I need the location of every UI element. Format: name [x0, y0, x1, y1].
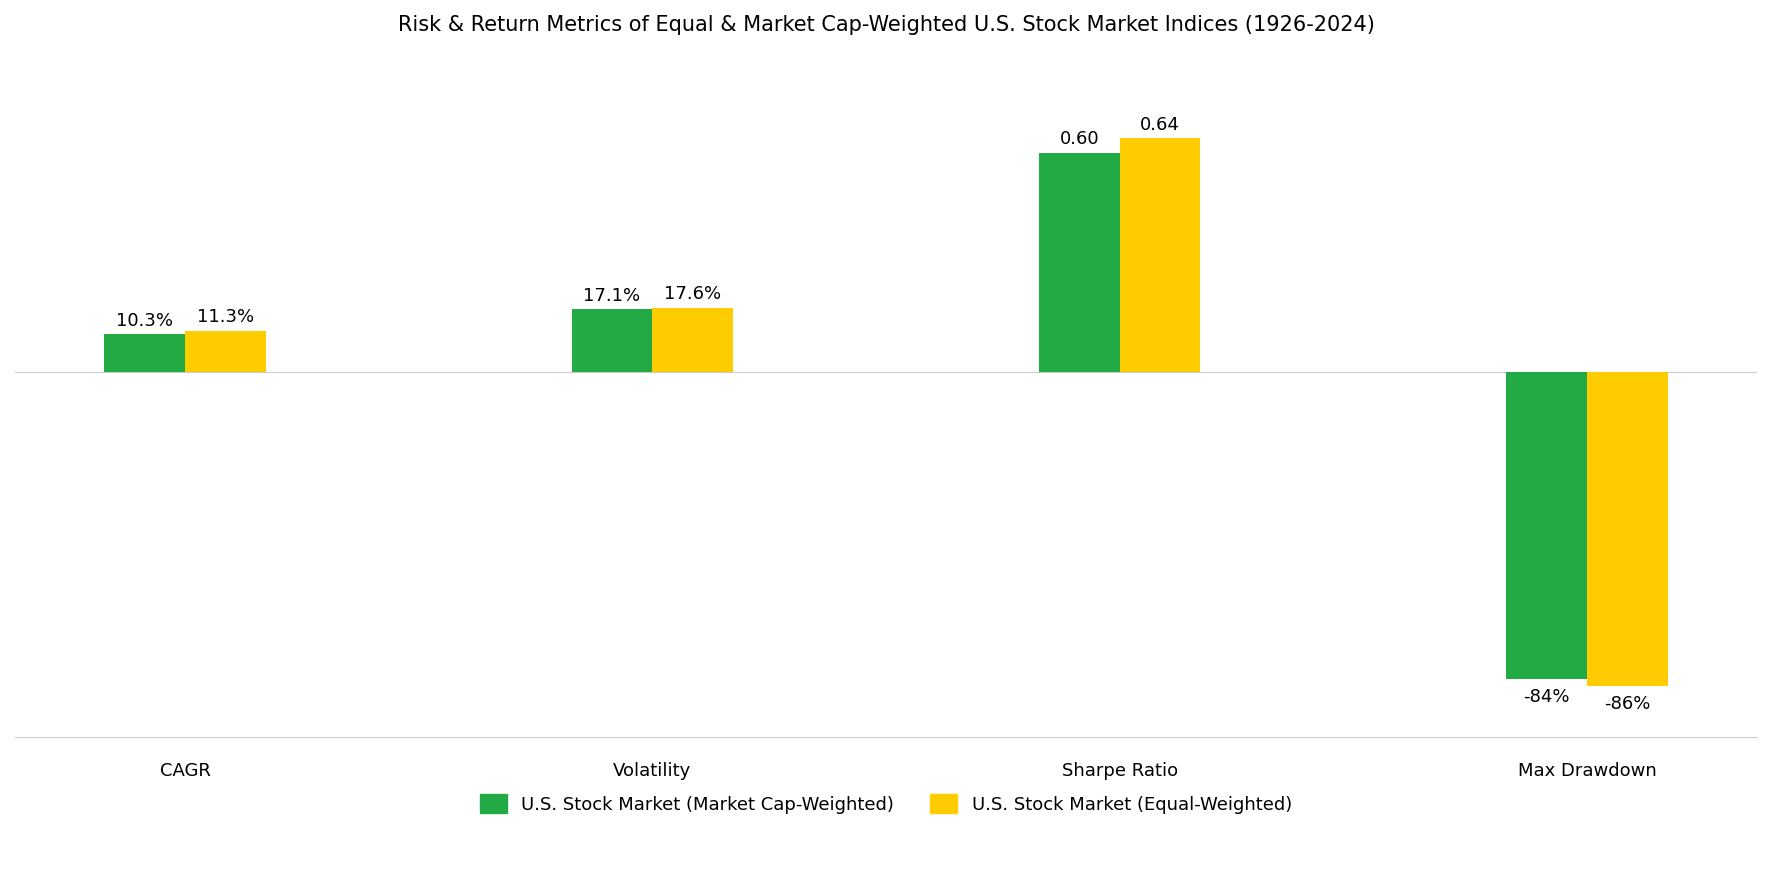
Text: 0.64: 0.64: [1139, 116, 1180, 134]
Text: 0.60: 0.60: [1060, 130, 1099, 149]
Bar: [105, 335, 184, 372]
Bar: [1506, 372, 1588, 679]
Title: Risk & Return Metrics of Equal & Market Cap-Weighted U.S. Stock Market Indices (: Risk & Return Metrics of Equal & Market …: [397, 15, 1375, 35]
Bar: [184, 331, 266, 372]
Bar: [1588, 372, 1667, 686]
Text: -84%: -84%: [1524, 688, 1570, 706]
Text: 17.6%: 17.6%: [664, 285, 721, 304]
Bar: [1120, 138, 1200, 372]
Text: 11.3%: 11.3%: [197, 308, 253, 327]
Text: 17.1%: 17.1%: [583, 287, 640, 305]
Text: 10.3%: 10.3%: [117, 312, 174, 330]
Bar: [652, 308, 734, 372]
Bar: [1038, 153, 1120, 372]
Legend: U.S. Stock Market (Market Cap-Weighted), U.S. Stock Market (Equal-Weighted): U.S. Stock Market (Market Cap-Weighted),…: [480, 795, 1292, 814]
Bar: [572, 310, 652, 372]
Text: -86%: -86%: [1604, 696, 1650, 713]
